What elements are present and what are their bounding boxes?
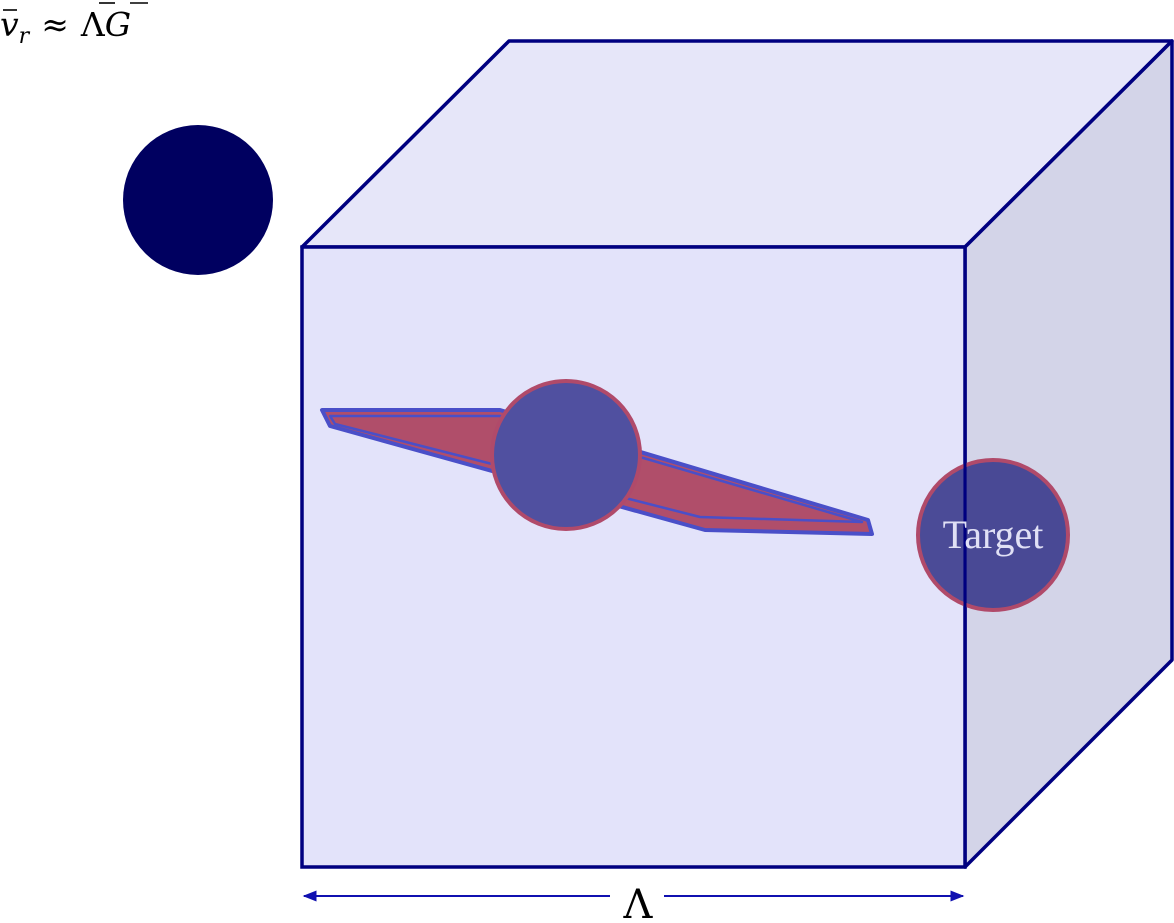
formula-relation: ≈ [41,5,69,44]
wing-inner-edge [328,414,864,524]
target-label: Target [943,512,1044,557]
central-sphere [490,379,642,531]
formula-lhs-subscript: r [19,24,31,49]
formula-rhs-symbol-2: G [105,5,131,44]
cube-front-face [300,245,967,869]
target-sphere [916,458,1070,612]
dark-ball [123,125,273,275]
formula-rhs-symbol-1: Λ [80,5,106,44]
width-label: Λ [623,882,654,923]
formula: vr ≈ ΛG [0,5,131,49]
formula-lhs-symbol: v [0,5,19,44]
